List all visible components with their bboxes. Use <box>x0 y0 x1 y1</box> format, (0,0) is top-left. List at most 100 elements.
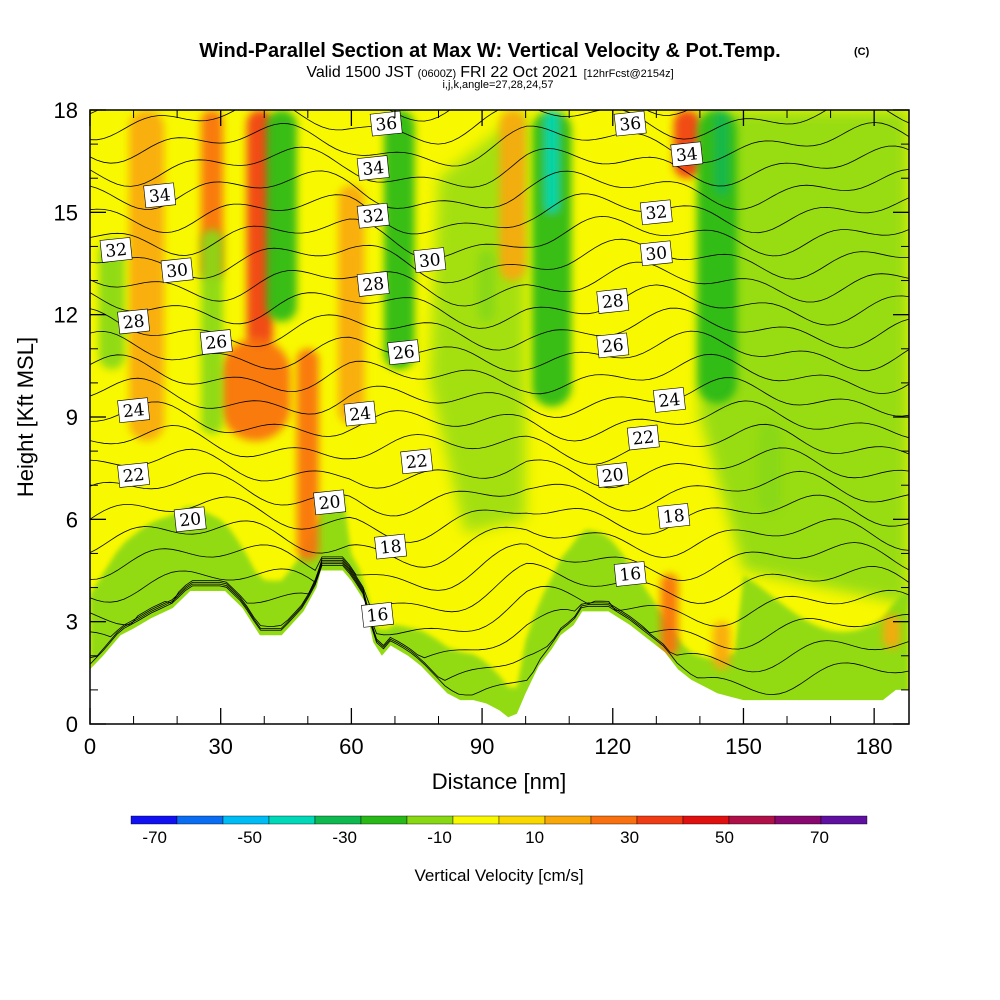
colorbar-swatch-8 <box>498 815 546 825</box>
y-tick-label: 3 <box>66 610 78 635</box>
contour-label-28: 18 <box>657 503 691 529</box>
contour-label-text: 24 <box>348 404 372 426</box>
contour-label-text: 18 <box>379 537 403 559</box>
colorbar-swatch-15 <box>820 815 868 825</box>
y-tick-labels: 0 3 6 9 12 15 18 <box>54 98 78 737</box>
colorbar-swatch-11 <box>636 815 684 825</box>
contour-label-text: 22 <box>122 465 146 487</box>
contour-label-text: 28 <box>122 311 146 333</box>
contour-label-7: 20 <box>173 506 207 533</box>
contour-label-box <box>361 601 394 628</box>
contour-label-27: 20 <box>596 462 630 488</box>
contour-label-11: 30 <box>413 247 447 273</box>
contour-label-text: 32 <box>104 240 128 262</box>
y-tick-label: 9 <box>66 405 78 430</box>
updraft-band-9 <box>713 621 731 670</box>
colorbar-swatch-12 <box>682 815 730 825</box>
contour-labels: 3432302826242220363432302826242220181636… <box>99 110 704 628</box>
updraft-band-10 <box>882 614 901 649</box>
theta-contour-35 <box>90 122 909 167</box>
theta-contour-34 <box>90 145 909 188</box>
colorbar-swatch-0 <box>130 815 178 825</box>
downdraft-band-5 <box>532 110 572 407</box>
colorbar-swatch-7 <box>452 815 500 825</box>
colorbar-swatch-9 <box>544 815 592 825</box>
colorbar-swatch-13 <box>728 815 776 825</box>
downdraft-band-4 <box>477 249 496 322</box>
contour-label-box <box>400 448 434 475</box>
updraft-band-8 <box>660 573 679 656</box>
contour-label-text: 32 <box>645 202 669 224</box>
contour-label-5: 24 <box>117 397 150 424</box>
downdraft-band-0 <box>98 239 125 370</box>
colorbar-swatch-10 <box>590 815 638 825</box>
x-tick-label: 180 <box>856 734 893 759</box>
colorbar-swatch-14 <box>774 815 822 825</box>
updraft-band-5 <box>338 185 365 424</box>
contour-label-box <box>639 199 673 226</box>
subtitle-valid: Valid 1500 JST <box>306 64 414 81</box>
contour-label-box <box>117 462 150 488</box>
contour-label-22: 30 <box>639 240 673 267</box>
y-axis-label: Height [Kft MSL] <box>13 337 38 497</box>
chart-subtitle: Valid 1500 JST (0600Z) FRI 22 Oct 2021 [12h… <box>306 64 673 81</box>
contour-label-box <box>99 237 133 263</box>
contour-label-23: 28 <box>596 288 630 314</box>
contour-label-box <box>670 141 704 168</box>
theta-contour-16 <box>90 558 909 613</box>
colorbar-tick-label: -30 <box>332 828 357 847</box>
theta-contours <box>90 110 909 696</box>
y-tick-label: 18 <box>54 98 78 123</box>
grid-info: i,j,k,angle=27,28,24,57 <box>442 79 553 91</box>
contour-label-text: 34 <box>361 158 385 180</box>
theta-contour-33 <box>90 169 909 210</box>
theta-contour-23 <box>90 400 909 442</box>
theta-contour-21 <box>90 447 909 489</box>
updraft-band-2 <box>246 110 273 349</box>
contour-label-box <box>117 308 150 335</box>
contour-label-box <box>356 271 390 297</box>
contour-label-text: 26 <box>601 335 625 357</box>
colorbar-swatches <box>130 815 868 825</box>
contour-label-text: 16 <box>618 564 642 586</box>
contour-label-box <box>626 424 660 451</box>
downdraft-band-2 <box>266 110 297 322</box>
contour-label-0: 34 <box>143 182 177 209</box>
theta-contour-14 <box>90 561 909 659</box>
theta-contour-13 <box>90 563 909 681</box>
contour-label-text: 36 <box>618 114 642 136</box>
x-tick-label: 150 <box>725 734 762 759</box>
contour-label-text: 20 <box>601 465 625 487</box>
contour-label-box <box>596 332 630 359</box>
updraft-band-6 <box>499 110 526 281</box>
contour-label-13: 26 <box>387 339 421 366</box>
contour-label-text: 30 <box>418 250 442 272</box>
x-tick-label: 120 <box>594 734 631 759</box>
contour-label-text: 26 <box>205 332 229 354</box>
theta-contour-20 <box>90 470 909 517</box>
contour-label-text: 24 <box>658 390 682 412</box>
subtitle-forecast: [12hrFcst@2154z] <box>584 68 674 80</box>
contour-label-box <box>173 506 207 533</box>
contour-label-20: 34 <box>670 141 704 168</box>
x-tick-labels: 0 30 60 90 120 150 180 <box>84 734 893 759</box>
downdraft-band-6 <box>545 110 559 213</box>
x-tick-label: 60 <box>339 734 363 759</box>
contour-label-box <box>143 182 177 209</box>
contour-label-text: 26 <box>392 342 416 364</box>
contour-label-box <box>369 110 403 137</box>
y-tick-label: 15 <box>54 200 78 225</box>
contour-label-text: 24 <box>122 400 146 422</box>
colorbar-tick-label: 10 <box>525 828 544 847</box>
title-block: Wind-Parallel Section at Max W: Vertical… <box>199 40 869 91</box>
contour-label-2: 30 <box>160 257 194 284</box>
colorbar-swatch-1 <box>176 815 224 825</box>
contour-label-box <box>160 257 194 284</box>
y-tick-label: 12 <box>54 303 78 328</box>
contour-label-15: 22 <box>400 448 434 475</box>
contour-label-text: 34 <box>148 185 172 207</box>
contour-label-box <box>356 155 390 181</box>
contour-label-9: 34 <box>356 155 390 181</box>
contour-label-25: 24 <box>653 387 686 413</box>
